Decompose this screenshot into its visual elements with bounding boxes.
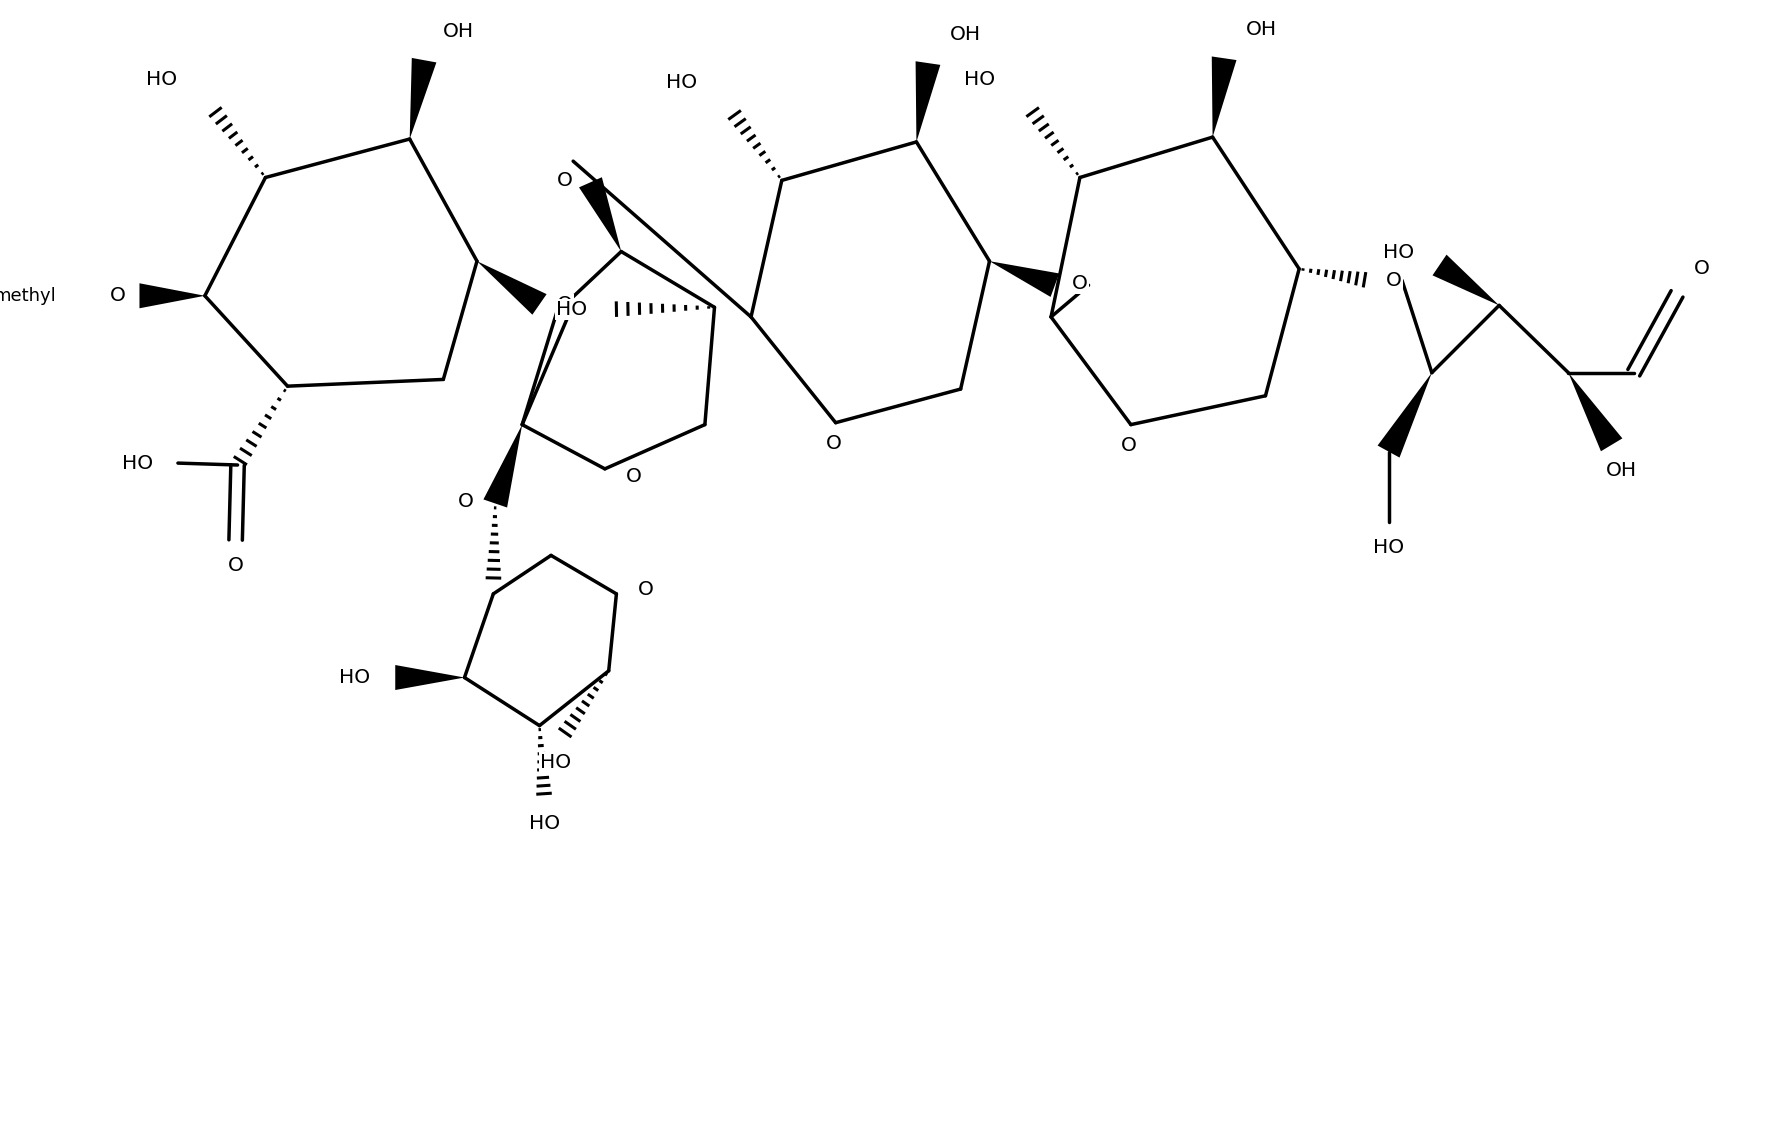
Text: HO: HO xyxy=(1383,243,1415,262)
Text: methyl: methyl xyxy=(0,287,55,305)
Polygon shape xyxy=(484,424,523,508)
Text: O: O xyxy=(557,295,573,314)
Text: O: O xyxy=(1693,260,1709,278)
Text: HO: HO xyxy=(541,753,571,771)
Text: O: O xyxy=(638,579,654,599)
Text: HO: HO xyxy=(1373,539,1405,557)
Polygon shape xyxy=(580,177,621,252)
Text: HO: HO xyxy=(146,70,178,88)
Polygon shape xyxy=(1213,57,1236,137)
Text: HO: HO xyxy=(123,454,153,473)
Text: O: O xyxy=(1385,271,1401,290)
Text: HO: HO xyxy=(964,70,996,88)
Polygon shape xyxy=(990,261,1060,297)
Text: O: O xyxy=(626,467,642,486)
Text: O: O xyxy=(1120,437,1136,455)
Text: OH: OH xyxy=(1246,20,1277,39)
Polygon shape xyxy=(409,58,436,139)
Text: O: O xyxy=(459,492,475,511)
Text: HO: HO xyxy=(667,73,697,92)
Polygon shape xyxy=(1433,255,1499,305)
Text: OH: OH xyxy=(443,22,475,41)
Polygon shape xyxy=(916,61,941,142)
Text: HO: HO xyxy=(528,814,560,833)
Text: OH: OH xyxy=(1606,462,1638,481)
Polygon shape xyxy=(477,261,546,315)
Text: O: O xyxy=(110,286,126,305)
Polygon shape xyxy=(139,284,204,308)
Polygon shape xyxy=(395,665,464,689)
Text: HO: HO xyxy=(557,299,587,319)
Text: O: O xyxy=(557,171,573,189)
Text: O: O xyxy=(825,434,841,454)
Polygon shape xyxy=(1568,373,1622,451)
Text: O: O xyxy=(228,557,244,575)
Text: O: O xyxy=(1072,273,1088,293)
Polygon shape xyxy=(1378,373,1431,457)
Text: OH: OH xyxy=(949,25,981,44)
Text: HO: HO xyxy=(340,668,370,687)
